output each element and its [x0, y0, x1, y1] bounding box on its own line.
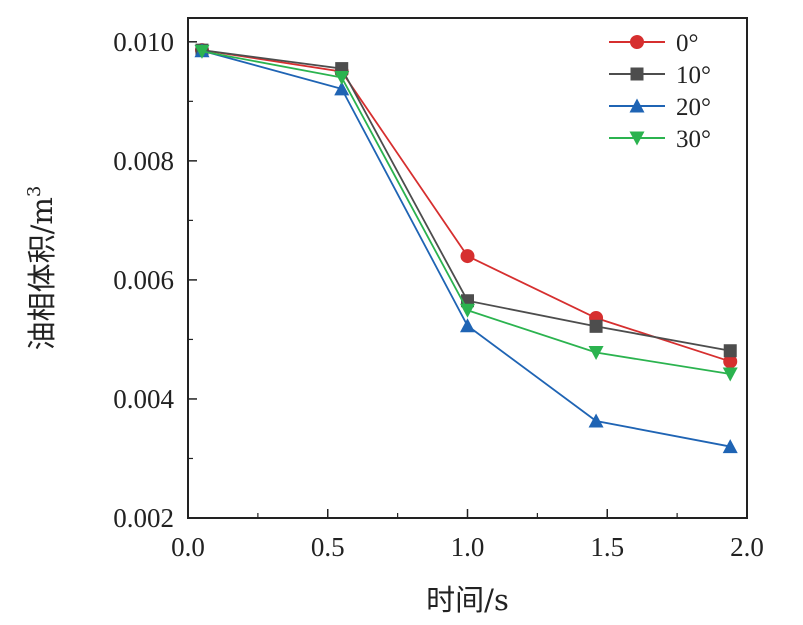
data-point: [194, 44, 210, 59]
y-axis-title: 油相体积/m3: [24, 186, 59, 351]
series-line: [201, 49, 731, 448]
legend-marker: [629, 131, 645, 146]
legend-marker: [629, 98, 645, 113]
legend-marker: [630, 35, 644, 49]
data-point: [722, 367, 738, 382]
y-tick-label: 0.008: [113, 146, 174, 176]
legend-label: 10°: [676, 62, 711, 89]
series-3: [194, 44, 738, 382]
x-tick-label: 0.5: [311, 532, 345, 562]
y-tick-label: 0.002: [113, 503, 174, 533]
x-tick-label: 2.0: [730, 532, 764, 562]
data-point: [460, 249, 475, 264]
series-0: [194, 43, 738, 369]
legend-label: 20°: [676, 94, 711, 121]
legend: 0° 10° 20° 30°: [609, 30, 711, 153]
y-tick-label: 0.010: [113, 27, 174, 57]
data-point: [588, 413, 604, 428]
data-point: [460, 318, 475, 333]
legend-label: 0°: [676, 30, 699, 57]
legend-marker: [630, 67, 644, 81]
data-point: [460, 303, 475, 318]
data-point: [722, 439, 738, 454]
data-point: [334, 71, 350, 86]
x-axis-title: 时间/s: [426, 583, 509, 617]
y-tick-label: 0.004: [113, 384, 174, 414]
data-point: [334, 81, 350, 96]
y-axis-title-main: 油相体积/m: [25, 197, 59, 350]
data-point: [588, 346, 604, 361]
y-tick-label: 0.006: [113, 265, 174, 295]
data-point: [723, 344, 737, 358]
legend-label: 30°: [676, 126, 711, 153]
x-tick-label: 1.5: [590, 532, 624, 562]
x-tick-label: 0.0: [171, 532, 205, 562]
x-tick-label: 1.0: [451, 532, 485, 562]
data-point: [589, 319, 603, 333]
y-axis-title-superscript: 3: [24, 186, 45, 197]
plot-frame: [187, 17, 748, 519]
series-2: [194, 43, 738, 454]
